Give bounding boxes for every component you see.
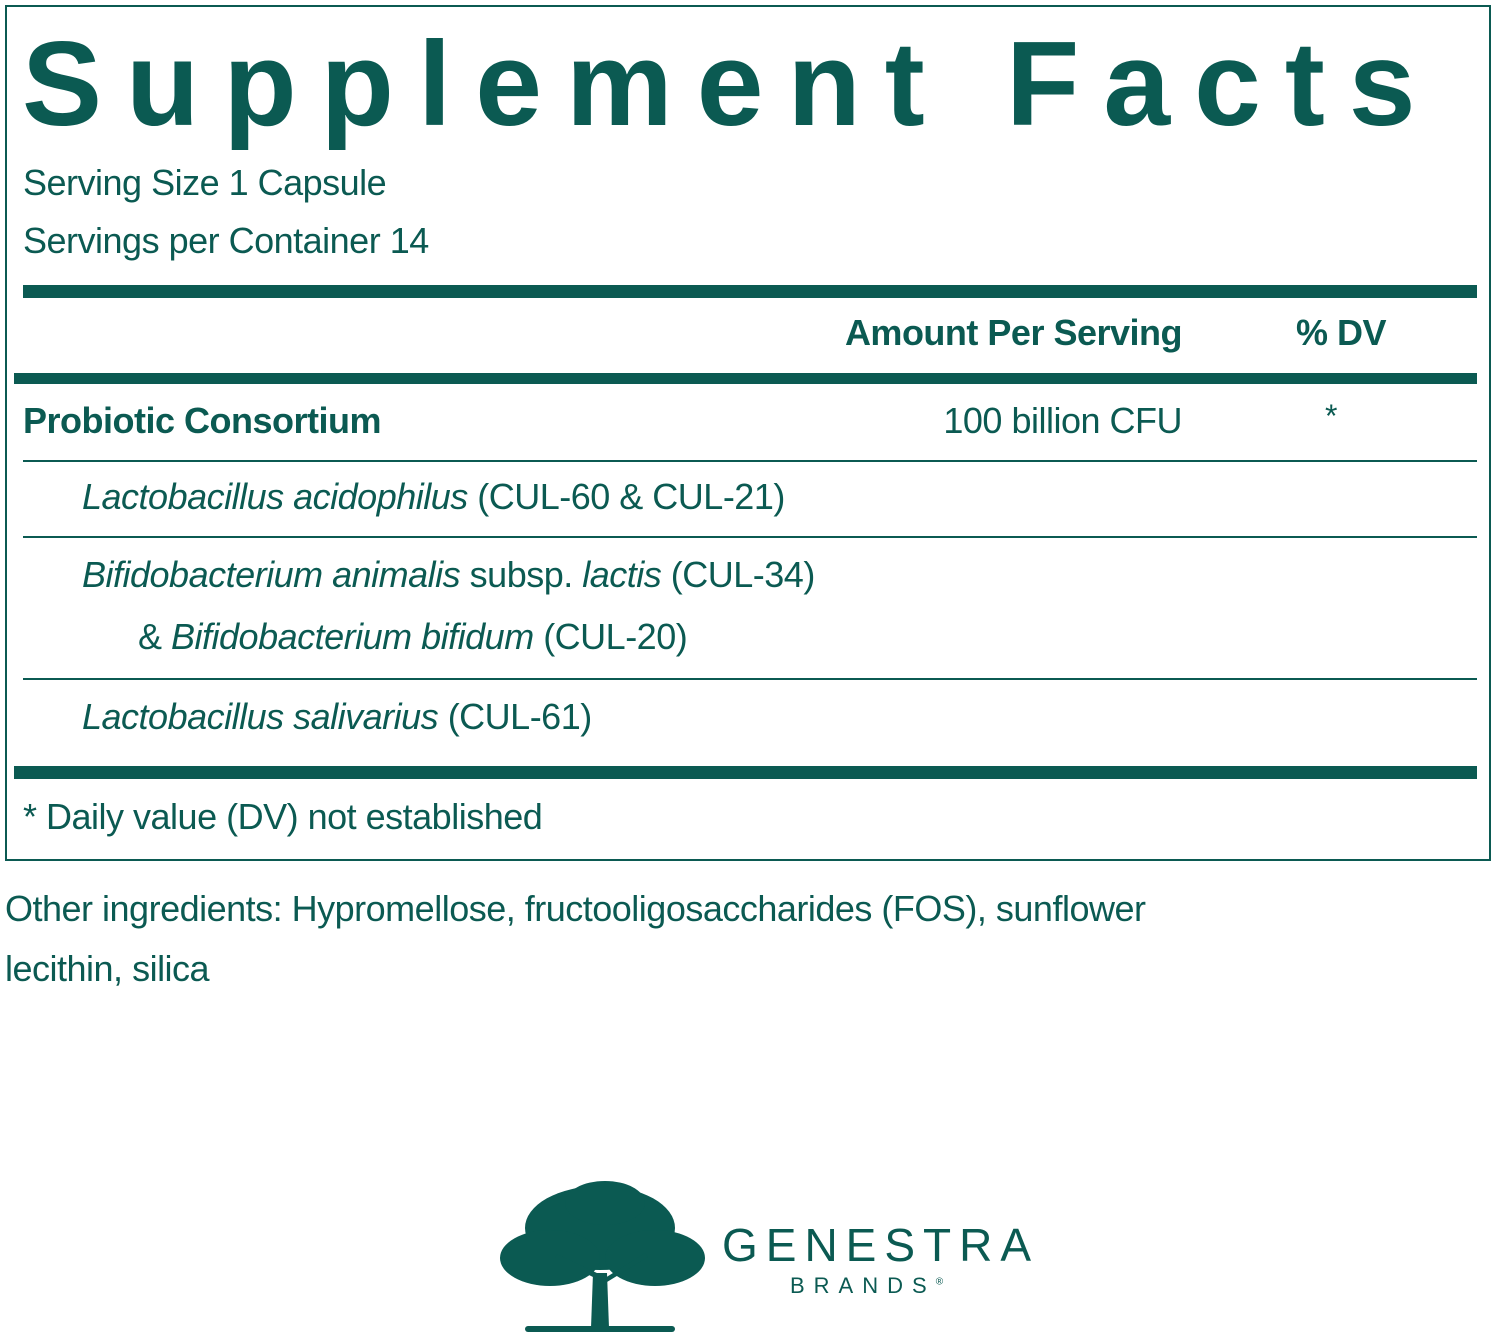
divider-thick xyxy=(14,373,1477,384)
divider-thin xyxy=(23,536,1477,538)
header-amount: Amount Per Serving xyxy=(844,312,1183,353)
strain-code: (CUL-20) xyxy=(533,616,688,657)
divider-thick xyxy=(23,285,1477,298)
supplement-facts-panel xyxy=(5,5,1491,861)
strain-code: (CUL-34) xyxy=(661,554,816,595)
strain-line: Lactobacillus acidophilus (CUL-60 & CUL-… xyxy=(82,474,785,521)
strain-code: & xyxy=(138,616,172,657)
serving-size: Serving Size 1 Capsule xyxy=(23,162,387,203)
divider-thin xyxy=(23,678,1477,680)
strain-line: Bifidobacterium animalis subsp. lactis (… xyxy=(82,552,815,599)
strain-species: Lactobacillus salivarius xyxy=(82,696,439,737)
oak-tree-icon xyxy=(495,1178,710,1343)
strain-species: Bifidobacterium animalis xyxy=(82,554,461,595)
header-dv: % DV xyxy=(1295,312,1387,353)
other-ingredients-cont: lecithin, silica xyxy=(5,948,210,989)
footnote: * Daily value (DV) not established xyxy=(23,796,543,837)
brand-sub: BRANDS® xyxy=(790,1273,943,1299)
ingredient-amount: 100 billion CFU xyxy=(943,400,1182,441)
divider-thin xyxy=(23,460,1477,462)
ingredient-dv: * xyxy=(1325,398,1338,434)
divider-thick xyxy=(14,766,1477,779)
strain-code: subsp. xyxy=(460,554,583,595)
strain-code: (CUL-61) xyxy=(438,696,593,737)
servings-per-container: Servings per Container 14 xyxy=(23,220,429,261)
registered-mark: ® xyxy=(935,1276,944,1288)
strain-line: Lactobacillus salivarius (CUL-61) xyxy=(82,694,592,741)
strain-species: Lactobacillus acidophilus xyxy=(82,476,468,517)
panel-title: Supplement Facts xyxy=(22,17,1440,151)
brand-sub-text: BRANDS xyxy=(790,1273,936,1298)
other-ingredients: Other ingredients: Hypromellose, fructoo… xyxy=(5,888,1146,929)
ingredient-name: Probiotic Consortium xyxy=(23,400,382,441)
brand-name: GENESTRA xyxy=(722,1219,1040,1271)
strain-species: Bifidobacterium bifidum xyxy=(171,616,534,657)
strain-line: & Bifidobacterium bifidum (CUL-20) xyxy=(138,614,688,661)
strain-code: (CUL-60 & CUL-21) xyxy=(467,476,785,517)
strain-species: lactis xyxy=(582,554,662,595)
